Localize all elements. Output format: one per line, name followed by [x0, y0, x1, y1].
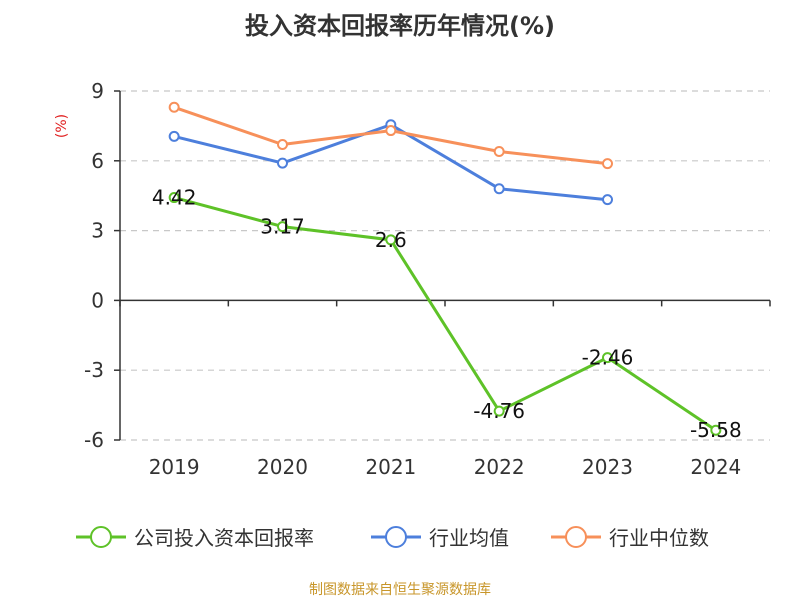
- legend-label-2: 行业中位数: [609, 526, 709, 550]
- data-point-s0-2019: [168, 192, 180, 204]
- data-label-2022: -4.76: [473, 399, 525, 423]
- y-tick-label-0: 0: [91, 288, 104, 312]
- series-line-0: [173, 196, 717, 432]
- data-point-s0-2023: [602, 352, 613, 364]
- x-tick-label-2024: 2024: [690, 455, 741, 479]
- data-label-2020: 3.17: [260, 215, 305, 239]
- data-point-s2-2019: [168, 101, 180, 113]
- y-tick-label-9: 9: [91, 79, 104, 103]
- grid-layer: [120, 90, 770, 441]
- x-tick-label-2019: 2019: [149, 455, 200, 479]
- y-axis-label: (%): [54, 114, 70, 138]
- y-tick-label-6: 6: [91, 149, 104, 173]
- legend-swatch-marker-2: [565, 526, 587, 548]
- x-tick-label-2023: 2023: [582, 455, 633, 479]
- y-tick-label-3: 3: [91, 219, 104, 243]
- data-point-s0-2024: [710, 424, 722, 436]
- data-point-s2-2021: [385, 125, 397, 137]
- label-layer: 4.42 3.17 2.6 -4.76 -2.46 -5.58: [152, 186, 742, 443]
- y-tick-label--6: -6: [84, 428, 104, 452]
- legend-swatch-marker-0: [90, 526, 112, 548]
- data-point-s2-2023: [602, 158, 613, 170]
- data-point-s0-2022: [493, 405, 505, 417]
- legend: 公司投入资本回报率 行业均值 行业中位数: [76, 526, 709, 550]
- data-point-s1-2020: [277, 157, 288, 169]
- data-label-2021: 2.6: [375, 228, 407, 252]
- series-layer: [168, 101, 722, 436]
- y-tick-label--3: -3: [84, 358, 104, 382]
- source-note: 制图数据来自恒生聚源数据库: [309, 582, 491, 598]
- legend-label-1: 行业均值: [429, 526, 509, 550]
- legend-label-0: 公司投入资本回报率: [134, 526, 314, 550]
- data-point-s0-2020: [277, 221, 288, 233]
- legend-swatch-marker-1: [385, 526, 407, 548]
- chart-title: 投入资本回报率历年情况(%): [245, 12, 555, 40]
- axis-layer: 9 6 3 0 -3 -6 2019 2020 2021 2022 2023 2024: [84, 79, 771, 479]
- data-label-2023: -2.46: [582, 346, 634, 370]
- data-label-2019: 4.42: [152, 186, 197, 210]
- x-tick-label-2022: 2022: [474, 455, 525, 479]
- data-point-s1-2023: [602, 194, 613, 206]
- data-point-s1-2019: [168, 130, 180, 142]
- data-point-s2-2020: [277, 139, 288, 151]
- data-label-2024: -5.58: [690, 418, 742, 442]
- data-point-s2-2022: [493, 145, 505, 157]
- data-point-s1-2022: [493, 183, 505, 195]
- data-point-s0-2021: [385, 234, 397, 246]
- x-tick-label-2021: 2021: [365, 455, 416, 479]
- x-tick-label-2020: 2020: [257, 455, 308, 479]
